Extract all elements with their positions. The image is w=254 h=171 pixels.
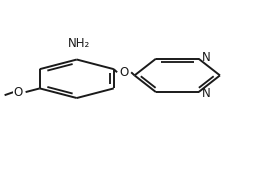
Text: O: O	[120, 66, 129, 79]
Text: NH₂: NH₂	[68, 37, 90, 50]
Text: N: N	[202, 87, 211, 100]
Text: O: O	[14, 86, 23, 98]
Text: N: N	[202, 51, 211, 64]
